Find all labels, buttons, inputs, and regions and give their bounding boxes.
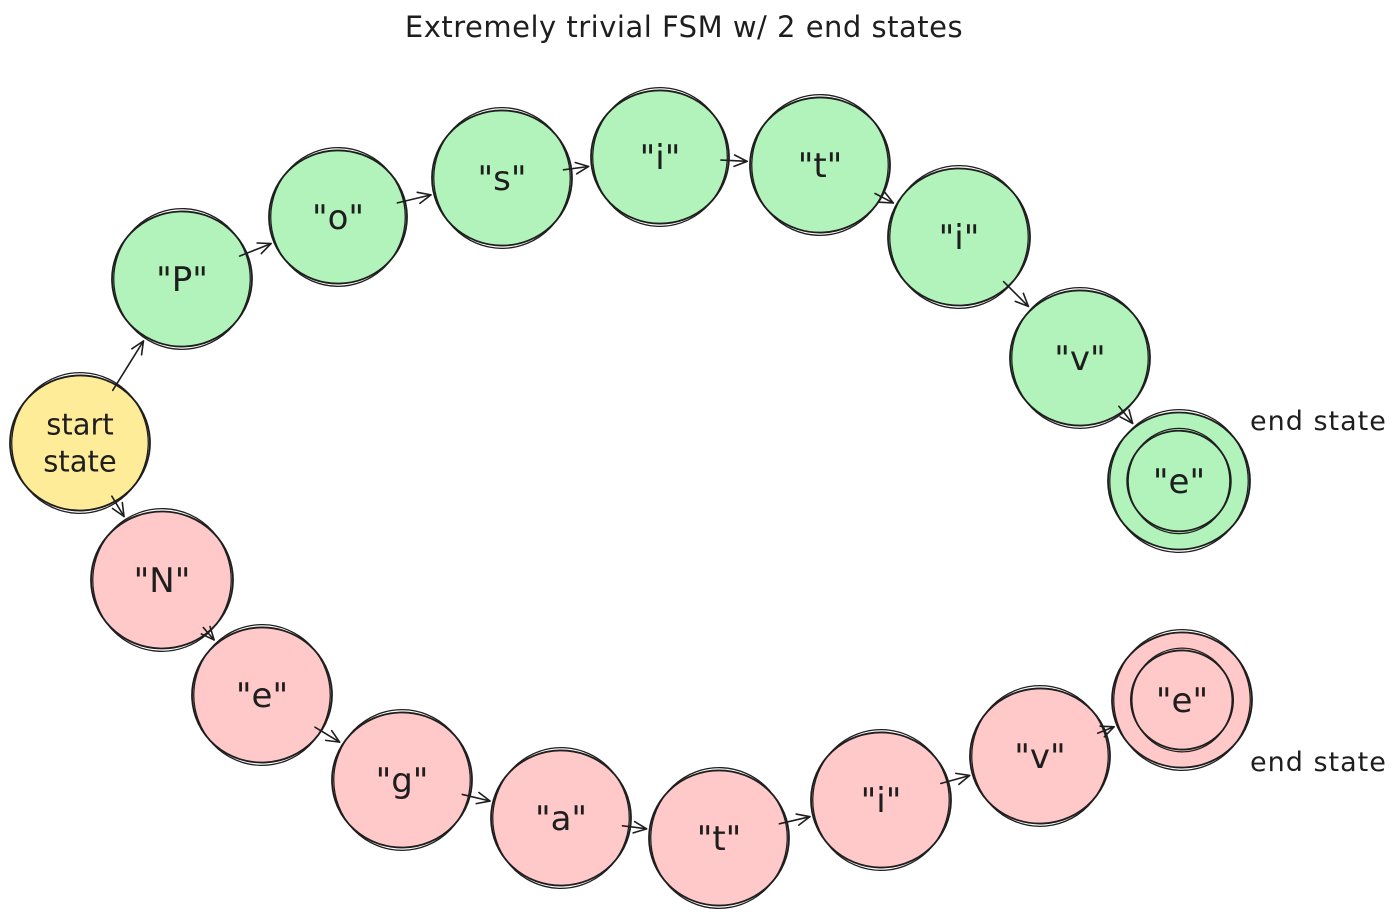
transition-pos-v-pos-e (1118, 405, 1134, 425)
state-label-neg-e1: "e" (236, 676, 288, 716)
state-pos-i1: "i" (590, 87, 730, 227)
state-label-pos-s: "s" (478, 159, 527, 199)
state-start: start state (9, 372, 151, 514)
state-pos-i2: "i" (887, 164, 1031, 310)
transition-pos-P-pos-o (238, 242, 272, 257)
state-label-neg-N: "N" (134, 561, 191, 601)
state-neg-i: "i" (810, 729, 952, 871)
state-label-neg-g: "g" (376, 761, 429, 801)
transition-neg-N-neg-e1 (200, 625, 215, 641)
transition-pos-o-pos-s (396, 191, 432, 205)
state-neg-t: "t" (648, 767, 790, 909)
state-neg-e1: "e" (191, 624, 333, 766)
state-neg-a: "a" (490, 747, 632, 889)
transition-neg-i-neg-v (939, 772, 971, 786)
transition-pos-i1-pos-t (720, 154, 748, 168)
state-label-pos-v: "v" (1054, 339, 1105, 379)
transition-neg-e1-neg-g (314, 726, 341, 743)
transition-pos-t-pos-i2 (874, 191, 895, 204)
transition-neg-t-neg-i (778, 813, 811, 826)
state-pos-P: "P" (111, 208, 253, 350)
state-label-neg-i: "i" (861, 781, 902, 821)
state-label-neg-e2: "e" (1156, 681, 1208, 721)
state-label-start: start state (43, 408, 116, 479)
state-label-pos-o: "o" (312, 198, 364, 238)
state-pos-e: "e" (1107, 409, 1251, 553)
state-pos-s: "s" (431, 107, 573, 249)
state-pos-o: "o" (268, 147, 408, 287)
transition-pos-s-pos-i1 (562, 161, 590, 175)
state-label-pos-P: "P" (156, 260, 208, 300)
end-state-annotation-2: end state (1250, 747, 1387, 778)
state-label-pos-e: "e" (1153, 462, 1205, 502)
transition-neg-g-neg-a (461, 791, 491, 805)
transition-neg-v-neg-e2 (1096, 725, 1115, 738)
transition-neg-a-neg-t (621, 820, 648, 834)
diagram-title: Extremely trivial FSM w/ 2 end states (404, 10, 964, 44)
transition-start-neg-N (111, 495, 125, 518)
state-label-pos-t: "t" (798, 146, 843, 186)
state-pos-t: "t" (749, 94, 891, 236)
state-neg-g: "g" (331, 709, 473, 852)
state-label-pos-i1: "i" (640, 138, 681, 178)
transition-start-pos-P (111, 340, 145, 392)
state-label-neg-v: "v" (1014, 737, 1065, 777)
state-label-pos-i2: "i" (939, 218, 980, 258)
end-state-annotation-1: end state (1250, 406, 1387, 437)
state-neg-v: "v" (969, 685, 1111, 828)
state-label-neg-a: "a" (535, 799, 587, 839)
state-neg-N: "N" (90, 507, 234, 653)
state-neg-e2: "e" (1111, 629, 1253, 771)
state-label-neg-t: "t" (697, 819, 742, 859)
transition-pos-i2-pos-v (1002, 280, 1030, 308)
state-pos-v: "v" (1009, 286, 1151, 429)
